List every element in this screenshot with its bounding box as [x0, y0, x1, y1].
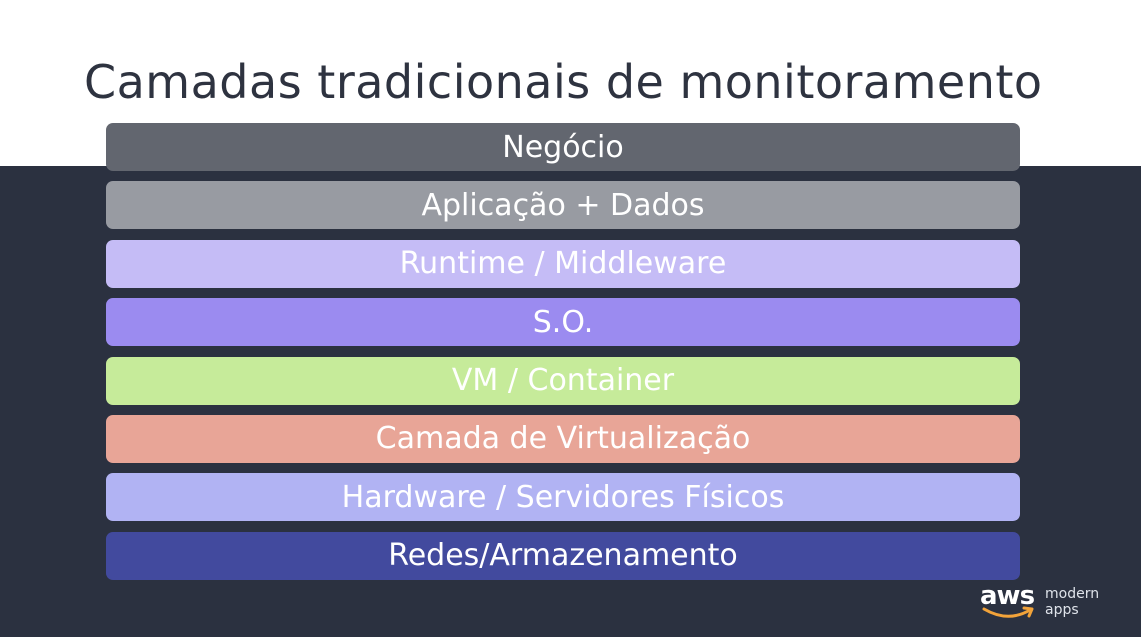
layer-label: Hardware / Servidores Físicos — [341, 479, 785, 515]
layer-label: Runtime / Middleware — [399, 246, 727, 282]
layer-os: S.O. — [106, 298, 1020, 347]
modern-apps-line1: modern — [1045, 586, 1100, 602]
layer-label: Redes/Armazenamento — [388, 538, 738, 574]
aws-smile-icon — [982, 606, 1034, 618]
layer-label: S.O. — [532, 304, 594, 340]
layer-runtime-middleware: Runtime / Middleware — [106, 239, 1020, 288]
layer-virtualization: Camada de Virtualização — [106, 414, 1020, 463]
modern-apps-line2: apps — [1045, 602, 1079, 618]
layer-vm-container: VM / Container — [106, 356, 1020, 405]
layer-application-data: Aplicação + Dados — [106, 181, 1020, 230]
monitoring-layers-stack: Negócio Aplicação + Dados Runtime / Midd… — [106, 123, 1020, 590]
layer-label: VM / Container — [451, 363, 675, 399]
slide-title: Camadas tradicionais de monitoramento — [84, 55, 1043, 109]
aws-logo-text: aws — [980, 581, 1035, 611]
layer-business: Negócio — [106, 123, 1020, 171]
modern-apps-label: modern apps — [1045, 586, 1099, 618]
layer-label: Aplicação + Dados — [421, 187, 705, 223]
layer-hardware: Hardware / Servidores Físicos — [106, 473, 1020, 522]
layer-label: Negócio — [502, 129, 624, 165]
layer-network-storage: Redes/Armazenamento — [106, 531, 1020, 580]
layer-label: Camada de Virtualização — [375, 421, 751, 457]
aws-logo: aws — [980, 581, 1040, 625]
